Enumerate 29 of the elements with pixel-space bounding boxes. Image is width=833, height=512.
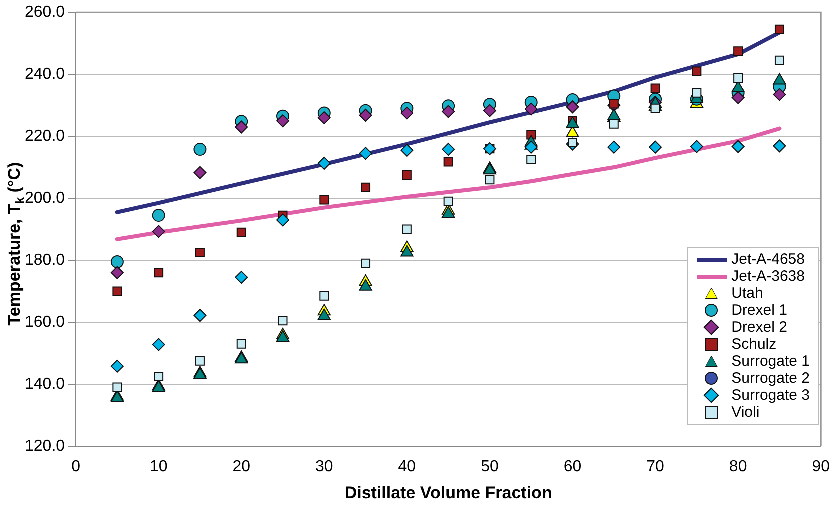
legend-label: Violi — [732, 404, 760, 421]
legend-label: Drexel 1 — [732, 302, 788, 319]
x-tick-label: 90 — [812, 458, 830, 476]
x-tick-label: 10 — [150, 458, 168, 476]
legend-label: Jet-A-4658 — [732, 251, 805, 268]
legend-label: Surrogate 2 — [732, 370, 810, 387]
x-tick-label: 40 — [398, 458, 416, 476]
y-tick-label: 160.0 — [24, 314, 66, 331]
x-tick-label: 0 — [72, 458, 81, 476]
legend-label: Schulz — [732, 336, 777, 353]
legend-label: Surrogate 3 — [732, 387, 810, 404]
x-tick-label: 30 — [315, 458, 334, 476]
x-tick-label: 80 — [729, 458, 748, 476]
legend-label: Drexel 2 — [732, 319, 788, 336]
x-axis-title: Distillate Volume Fraction — [344, 483, 552, 502]
x-tick-label: 20 — [232, 458, 251, 476]
legend-label: Surrogate 1 — [732, 353, 810, 370]
y-tick-label: 240.0 — [24, 66, 66, 83]
legend-label: Utah — [732, 285, 764, 302]
y-tick-label: 260.0 — [24, 4, 66, 22]
legend-label: Jet-A-3638 — [732, 268, 805, 285]
x-tick-label: 60 — [564, 458, 582, 476]
y-tick-label: 220.0 — [24, 128, 66, 145]
x-tick-label: 50 — [481, 458, 499, 476]
x-tick-label: 70 — [646, 458, 665, 476]
y-tick-label: 200.0 — [24, 190, 66, 207]
y-tick-label: 180.0 — [24, 252, 66, 269]
y-tick-label: 120.0 — [24, 438, 66, 455]
y-tick-label: 140.0 — [24, 376, 66, 393]
